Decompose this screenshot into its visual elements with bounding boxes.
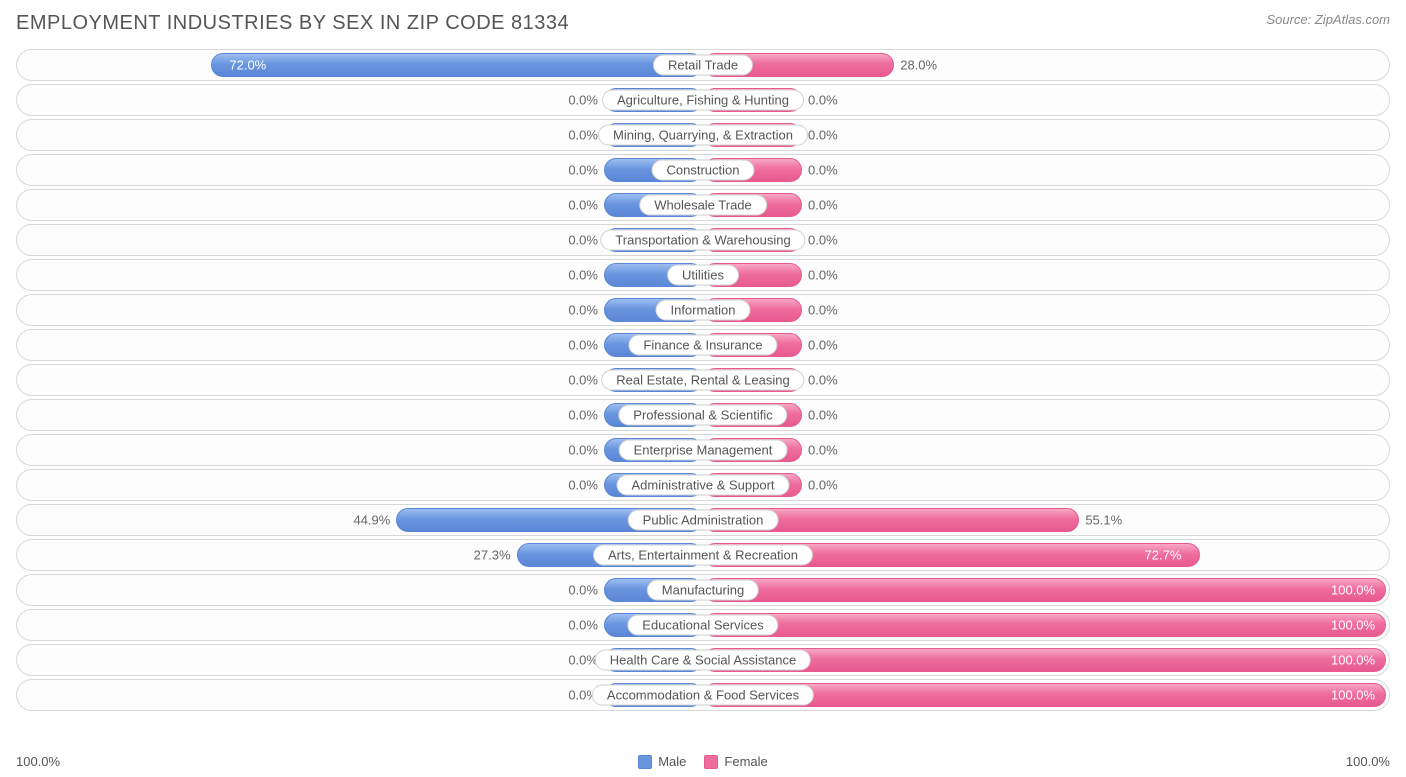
- category-label: Agriculture, Fishing & Hunting: [602, 90, 804, 111]
- male-swatch-icon: [638, 755, 652, 769]
- male-value-label: 27.3%: [474, 548, 511, 563]
- female-value-label: 100.0%: [1331, 653, 1375, 668]
- male-value-label: 0.0%: [568, 198, 598, 213]
- female-value-label: 0.0%: [808, 478, 838, 493]
- male-value-label: 0.0%: [568, 583, 598, 598]
- male-value-label: 0.0%: [568, 443, 598, 458]
- legend-male-label: Male: [658, 754, 686, 769]
- chart-row: 0.0% 0.0% Utilities: [16, 259, 1390, 291]
- chart-row: 0.0% 0.0% Information: [16, 294, 1390, 326]
- female-value-label: 55.1%: [1085, 513, 1122, 528]
- category-label: Arts, Entertainment & Recreation: [593, 545, 813, 566]
- male-value-label: 0.0%: [568, 128, 598, 143]
- chart-row: 0.0% 100.0% Educational Services: [16, 609, 1390, 641]
- male-value-label: 0.0%: [568, 93, 598, 108]
- category-label: Accommodation & Food Services: [592, 685, 814, 706]
- male-value-label: 0.0%: [568, 408, 598, 423]
- male-value-label: 0.0%: [568, 303, 598, 318]
- chart-footer: 100.0% Male Female 100.0%: [16, 754, 1390, 769]
- category-label: Manufacturing: [647, 580, 759, 601]
- chart-row: 0.0% 0.0% Professional & Scientific: [16, 399, 1390, 431]
- category-label: Retail Trade: [653, 55, 753, 76]
- chart-title: EMPLOYMENT INDUSTRIES BY SEX IN ZIP CODE…: [16, 12, 569, 35]
- chart-row: 0.0%100.0%Accommodation & Food Services: [16, 679, 1390, 711]
- male-bar: [211, 53, 703, 77]
- male-value-label: 0.0%: [568, 163, 598, 178]
- category-label: Administrative & Support: [616, 475, 789, 496]
- chart-row: 0.0%0.0%Real Estate, Rental & Leasing: [16, 364, 1390, 396]
- female-value-label: 28.0%: [900, 58, 937, 73]
- female-value-label: 100.0%: [1331, 583, 1375, 598]
- female-value-label: 0.0%: [808, 268, 838, 283]
- female-value-label: 0.0%: [808, 338, 838, 353]
- legend-male: Male: [638, 754, 686, 769]
- chart-row: 44.9% 55.1% Public Administration: [16, 504, 1390, 536]
- axis-left-label: 100.0%: [16, 754, 60, 769]
- legend: Male Female: [638, 754, 768, 769]
- female-swatch-icon: [704, 755, 718, 769]
- female-value-label: 0.0%: [808, 408, 838, 423]
- axis-right-label: 100.0%: [1346, 754, 1390, 769]
- female-value-label: 0.0%: [808, 198, 838, 213]
- category-label: Health Care & Social Assistance: [595, 650, 811, 671]
- chart-area: 72.0% 28.0% Retail Trade 0.0% 0.0% Agricultur…: [16, 49, 1390, 748]
- male-value-label: 0.0%: [568, 373, 598, 388]
- chart-row: 27.3% 72.7% Arts, Entertainment & Recreati…: [16, 539, 1390, 571]
- male-value-label: 72.0%: [229, 58, 266, 73]
- female-value-label: 100.0%: [1331, 618, 1375, 633]
- female-value-label: 0.0%: [808, 233, 838, 248]
- category-label: Transportation & Warehousing: [600, 230, 805, 251]
- category-label: Educational Services: [627, 615, 778, 636]
- male-value-label: 0.0%: [568, 268, 598, 283]
- chart-row: 0.0% 0.0% Finance & Insurance: [16, 329, 1390, 361]
- legend-female-label: Female: [724, 754, 767, 769]
- chart-row: 0.0% 0.0% Construction: [16, 154, 1390, 186]
- female-value-label: 0.0%: [808, 373, 838, 388]
- female-value-label: 0.0%: [808, 303, 838, 318]
- male-value-label: 0.0%: [568, 478, 598, 493]
- category-label: Wholesale Trade: [639, 195, 767, 216]
- chart-row: 0.0% 0.0%Mining, Quarrying, & Extraction: [16, 119, 1390, 151]
- category-label: Professional & Scientific: [618, 405, 787, 426]
- female-value-label: 0.0%: [808, 128, 838, 143]
- male-value-label: 0.0%: [568, 338, 598, 353]
- category-label: Real Estate, Rental & Leasing: [601, 370, 804, 391]
- category-label: Mining, Quarrying, & Extraction: [598, 125, 808, 146]
- chart-row: 0.0% 100.0% Health Care & Social Assistanc…: [16, 644, 1390, 676]
- female-value-label: 0.0%: [808, 163, 838, 178]
- category-label: Enterprise Management: [619, 440, 788, 461]
- category-label: Construction: [652, 160, 755, 181]
- female-bar: [703, 613, 1386, 637]
- chart-source: Source: ZipAtlas.com: [1266, 12, 1390, 27]
- category-label: Finance & Insurance: [628, 335, 777, 356]
- category-label: Public Administration: [628, 510, 779, 531]
- chart-header: EMPLOYMENT INDUSTRIES BY SEX IN ZIP CODE…: [16, 12, 1390, 35]
- chart-row: 0.0% 0.0% Wholesale Trade: [16, 189, 1390, 221]
- chart-row: 72.0% 28.0% Retail Trade: [16, 49, 1390, 81]
- chart-row: 0.0% 0.0% Agriculture, Fishing & Hunting: [16, 84, 1390, 116]
- male-value-label: 0.0%: [568, 618, 598, 633]
- male-value-label: 0.0%: [568, 233, 598, 248]
- female-bar: [703, 578, 1386, 602]
- female-value-label: 0.0%: [808, 443, 838, 458]
- male-value-label: 0.0%: [568, 653, 598, 668]
- chart-row: 0.0% 100.0% Manufacturing: [16, 574, 1390, 606]
- chart-row: 0.0% 0.0%Transportation & Warehousing: [16, 224, 1390, 256]
- chart-row: 0.0% 0.0% Enterprise Management: [16, 434, 1390, 466]
- chart-row: 0.0% 0.0% Administrative & Support: [16, 469, 1390, 501]
- category-label: Utilities: [667, 265, 739, 286]
- female-value-label: 100.0%: [1331, 688, 1375, 703]
- legend-female: Female: [704, 754, 767, 769]
- male-value-label: 44.9%: [353, 513, 390, 528]
- female-value-label: 72.7%: [1145, 548, 1182, 563]
- category-label: Information: [655, 300, 750, 321]
- female-value-label: 0.0%: [808, 93, 838, 108]
